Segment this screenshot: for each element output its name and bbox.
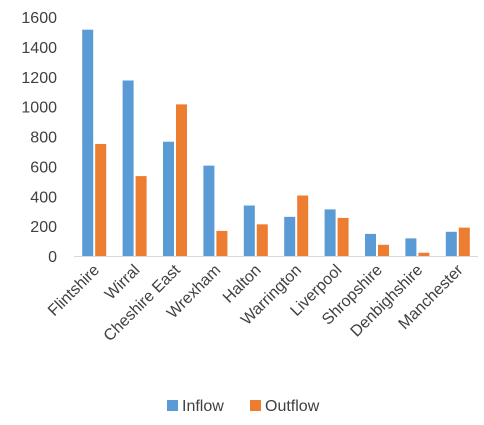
x-tick-label: Flintshire — [45, 262, 103, 320]
legend-swatch-outflow — [250, 400, 261, 411]
bar-inflow-wrexham — [203, 165, 215, 256]
y-tick-label: 1400 — [21, 40, 57, 57]
bar-inflow-halton — [243, 205, 255, 256]
bar-inflow-cheshire-east — [163, 141, 174, 256]
bar-inflow-flintshire — [82, 29, 94, 257]
y-axis-ticks: 0 200 400 600 800 1000 1200 1400 1600 — [21, 10, 57, 266]
y-tick-label: 200 — [30, 219, 57, 236]
legend-swatch-inflow — [167, 400, 178, 411]
bar-outflow-shropshire — [378, 244, 389, 256]
bar-outflow-liverpool — [337, 217, 349, 256]
y-tick-label: 800 — [30, 130, 57, 147]
bar-outflow-wrexham — [216, 230, 228, 256]
bar-outflow-manchester — [458, 227, 470, 256]
bar-inflow-denbighshire — [405, 238, 417, 256]
bar-inflow-warrington — [284, 216, 296, 256]
legend-label-outflow: Outflow — [265, 398, 320, 415]
bar-outflow-cheshire-east — [176, 104, 187, 257]
bar-inflow-shropshire — [365, 233, 376, 256]
y-tick-label: 1000 — [21, 100, 57, 117]
y-tick-label: 400 — [30, 189, 57, 206]
bar-inflow-liverpool — [324, 209, 336, 256]
legend: Inflow Outflow — [167, 398, 320, 415]
y-tick-label: 600 — [30, 159, 57, 176]
bar-inflow-wirral — [122, 80, 134, 256]
bar-inflow-manchester — [445, 231, 457, 256]
bar-outflow-warrington — [297, 195, 309, 256]
bar-outflow-flintshire — [95, 143, 107, 256]
y-tick-label: 1600 — [21, 10, 57, 27]
y-tick-label: 0 — [48, 249, 57, 266]
y-tick-label: 1200 — [21, 70, 57, 87]
chart-bars — [82, 29, 470, 257]
legend-label-inflow: Inflow — [182, 398, 224, 415]
bar-outflow-denbighshire — [418, 252, 430, 256]
bar-outflow-halton — [256, 224, 268, 256]
bar-outflow-wirral — [135, 176, 147, 256]
